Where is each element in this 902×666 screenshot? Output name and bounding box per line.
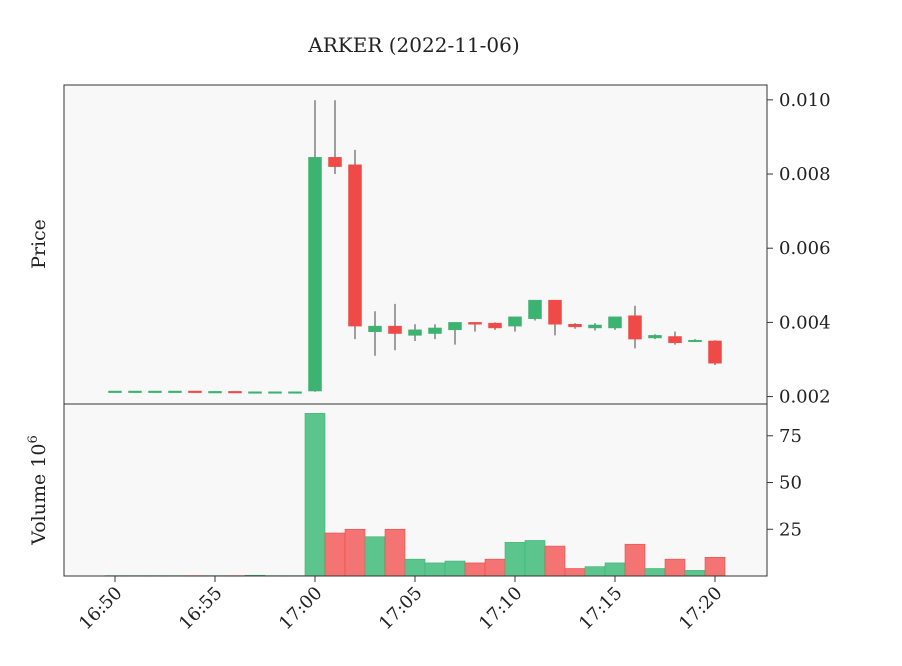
candle-body xyxy=(708,340,722,364)
volume-bar xyxy=(644,568,666,577)
price-y-tick-label: 0.004 xyxy=(779,312,831,333)
volume-y-tick-label: 50 xyxy=(779,473,802,494)
candle-body xyxy=(248,391,262,394)
candle-body xyxy=(588,324,602,329)
volume-bar xyxy=(344,528,366,577)
candle-body xyxy=(528,299,542,319)
price-candles xyxy=(108,100,722,394)
candle-body xyxy=(608,316,622,329)
candle-body xyxy=(648,335,662,339)
x-tick-label: 17:00 xyxy=(275,583,327,635)
x-tick-label: 17:20 xyxy=(675,583,727,635)
candle-body xyxy=(428,327,442,334)
volume-axis-label-exponent: 6 xyxy=(26,435,41,443)
candle-body xyxy=(548,299,562,325)
volume-bar xyxy=(384,528,406,577)
volume-bar xyxy=(364,536,386,577)
candle-body xyxy=(288,391,302,394)
volume-axis-label-base: 10 xyxy=(28,444,50,468)
price-y-tick-label: 0.010 xyxy=(779,90,831,111)
candle-body xyxy=(448,322,462,331)
volume-bar xyxy=(444,560,466,577)
candle-body xyxy=(208,391,222,394)
volume-bar xyxy=(304,413,326,577)
volume-bar xyxy=(424,562,446,577)
volume-bar xyxy=(664,558,686,577)
x-tick-label: 16:50 xyxy=(75,583,127,635)
candle-body xyxy=(168,390,182,393)
volume-bar xyxy=(504,542,526,577)
chart-title: ARKER (2022-11-06) xyxy=(307,33,519,57)
x-tick-label: 17:15 xyxy=(575,583,627,635)
volume-bar xyxy=(564,568,586,577)
candle-body xyxy=(108,390,122,393)
volume-bar xyxy=(604,562,626,577)
candle-body xyxy=(628,315,642,340)
price-y-tick-label: 0.006 xyxy=(779,238,831,259)
price-axis-label: Price xyxy=(28,219,50,269)
volume-bar xyxy=(684,570,706,577)
volume-y-tick-label: 25 xyxy=(779,519,802,540)
candle-body xyxy=(128,390,142,393)
candle-body xyxy=(268,391,282,394)
volume-bar xyxy=(704,557,726,577)
candle-body xyxy=(148,390,162,393)
candle-body xyxy=(668,336,682,344)
price-y-tick-label: 0.008 xyxy=(779,164,831,185)
price-y-axis: 0.002 0.004 0.006 0.008 0.010 xyxy=(767,90,831,408)
x-tick-label: 17:05 xyxy=(375,583,427,635)
time-x-axis: 16:50 16:55 17:00 17:05 17:10 17:15 17:20 xyxy=(75,576,727,634)
volume-axis-label-text: Volume xyxy=(28,474,50,546)
x-tick-label: 17:10 xyxy=(475,583,527,635)
candle-body xyxy=(328,157,342,167)
volume-y-axis: 25 50 75 xyxy=(767,426,802,540)
volume-bar xyxy=(624,543,646,577)
volume-bars xyxy=(104,413,726,577)
volume-bar xyxy=(464,562,486,577)
volume-bar xyxy=(404,558,426,577)
candle-body xyxy=(348,164,362,327)
candle-body xyxy=(568,324,582,328)
price-panel-background xyxy=(64,85,767,404)
candle-body xyxy=(308,157,322,392)
volume-y-tick-label: 75 xyxy=(779,426,802,447)
candle-body xyxy=(388,325,402,334)
volume-bar xyxy=(484,558,506,577)
candle-body xyxy=(488,322,502,329)
candle-body xyxy=(188,390,202,393)
volume-bar xyxy=(324,532,346,577)
volume-panel-background xyxy=(64,404,767,576)
volume-axis-label: Volume 106 xyxy=(26,435,50,545)
candle-body xyxy=(408,329,422,336)
candle-body xyxy=(368,325,382,332)
volume-bar xyxy=(584,566,606,577)
price-y-tick-label: 0.002 xyxy=(779,387,831,408)
volume-bar xyxy=(544,545,566,577)
x-tick-label: 16:55 xyxy=(175,583,227,635)
candle-body xyxy=(228,391,242,394)
candle-body xyxy=(508,316,522,327)
candle-body xyxy=(688,339,702,343)
volume-bar xyxy=(524,540,546,577)
candle-body xyxy=(468,322,482,325)
